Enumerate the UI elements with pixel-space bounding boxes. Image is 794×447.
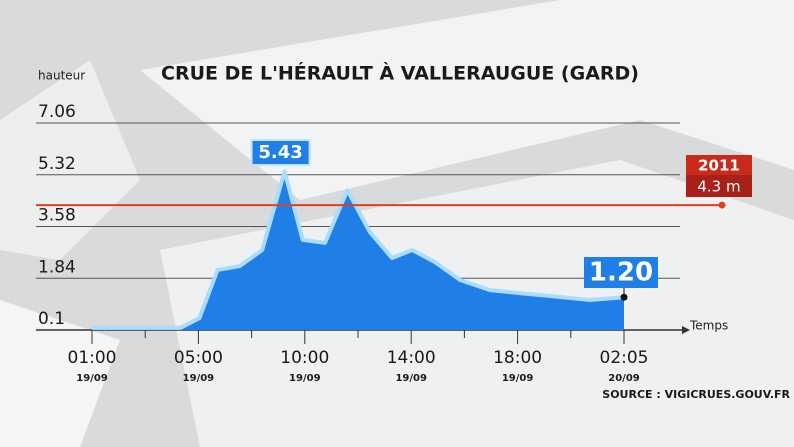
y-axis-label: hauteur — [38, 69, 85, 83]
x-tick-label: 02:05 — [600, 348, 649, 368]
x-tick-date: 19/09 — [395, 373, 427, 384]
y-tick-label: 5.32 — [38, 154, 76, 174]
x-tick-label: 14:00 — [387, 348, 436, 368]
y-tick-label: 3.58 — [38, 206, 76, 226]
y-tick-label: 0.1 — [38, 309, 65, 329]
x-tick-label: 10:00 — [280, 348, 329, 368]
reference-box — [686, 155, 752, 175]
x-tick-date: 19/09 — [76, 373, 108, 384]
reference-label: 2011 — [698, 157, 740, 175]
x-tick-date: 19/09 — [289, 373, 321, 384]
x-tick-date: 19/09 — [502, 373, 534, 384]
reference-value: 4.3 m — [697, 178, 740, 196]
x-axis-label: Temps — [689, 319, 728, 333]
bg-shape — [0, 60, 140, 260]
x-tick-label: 01:00 — [68, 348, 117, 368]
chart-title: CRUE DE L'HÉRAULT À VALLERAUGUE (GARD) — [161, 62, 639, 85]
x-tick-label: 05:00 — [174, 348, 223, 368]
x-tick-date: 20/09 — [608, 373, 640, 384]
annotation-label: 5.43 — [258, 142, 302, 163]
annotation-box — [584, 257, 658, 288]
annotation-box — [250, 139, 311, 166]
reference-box — [686, 175, 752, 197]
bg-shape — [0, 300, 120, 447]
x-axis-arrow — [682, 326, 690, 334]
x-tick-date: 19/09 — [183, 373, 215, 384]
y-tick-label: 7.06 — [38, 102, 76, 122]
source: SOURCE : VIGICRUES.GOUV.FR — [602, 388, 790, 401]
x-tick-label: 18:00 — [493, 348, 542, 368]
y-tick-label: 1.84 — [38, 257, 76, 277]
annotation-label: 1.20 — [589, 258, 653, 288]
line — [92, 169, 625, 330]
reference-dot — [718, 201, 726, 209]
